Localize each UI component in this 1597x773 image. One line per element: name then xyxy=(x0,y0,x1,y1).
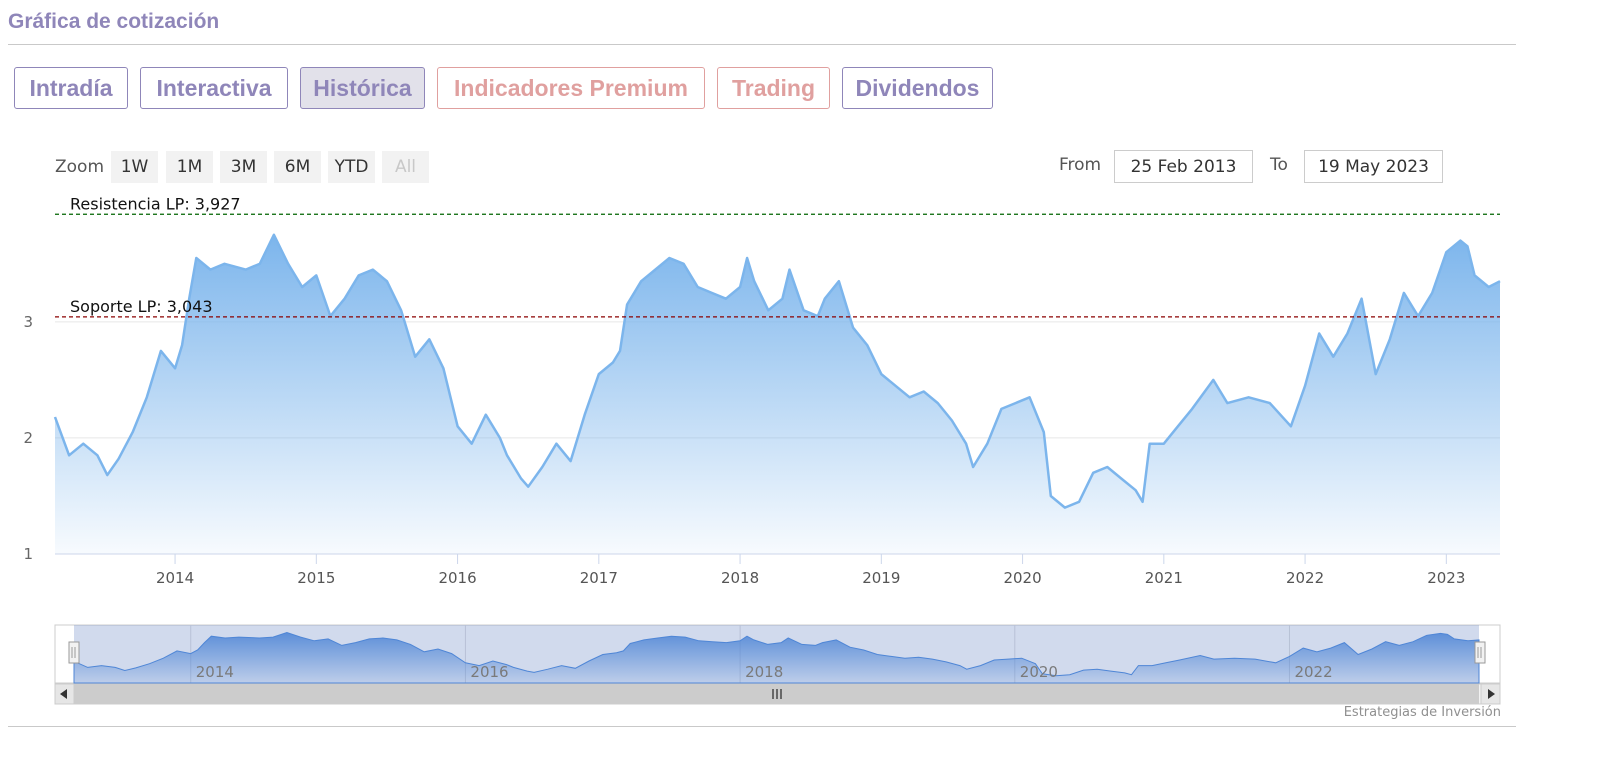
chart-credits[interactable]: Estrategias de Inversión xyxy=(1343,705,1501,720)
x-axis-ticks: 2014 2015 2016 2017 2018 2019 2020 2021 2022 2023 xyxy=(156,554,1465,587)
x-tick-label: 2018 xyxy=(721,569,759,587)
zoom-1m-button[interactable]: 1M xyxy=(166,151,213,183)
tab-interactiva[interactable]: Interactiva xyxy=(140,67,288,109)
zoom-6m-button[interactable]: 6M xyxy=(274,151,321,183)
range-from-input[interactable]: 25 Feb 2013 xyxy=(1114,150,1253,183)
x-tick-label: 2019 xyxy=(862,569,900,587)
navigator[interactable]: 2014 2016 2018 2020 2022 xyxy=(54,624,1501,684)
arrow-left-icon xyxy=(60,689,67,699)
x-tick-label: 2017 xyxy=(580,569,618,587)
navigator-tick-label: 2014 xyxy=(196,663,234,681)
zoom-all-button: All xyxy=(382,151,429,183)
tab-historica[interactable]: Histórica xyxy=(300,67,425,109)
tab-trading[interactable]: Trading xyxy=(717,67,830,109)
navigator-tick-label: 2016 xyxy=(470,663,508,681)
zoom-ytd-button[interactable]: YTD xyxy=(328,151,375,183)
navigator-tick-label: 2020 xyxy=(1020,663,1058,681)
x-tick-label: 2022 xyxy=(1286,569,1324,587)
zoom-3m-button[interactable]: 3M xyxy=(220,151,267,183)
x-tick-label: 2016 xyxy=(438,569,476,587)
scrollbar[interactable] xyxy=(54,683,1501,705)
navigator-right-handle[interactable] xyxy=(1474,641,1486,664)
navigator-series-area xyxy=(73,631,1480,684)
series-area xyxy=(55,234,1500,555)
y-tick-label: 2 xyxy=(23,429,33,447)
x-tick-label: 2020 xyxy=(1003,569,1041,587)
support-line-label: Soporte LP: 3,043 xyxy=(70,297,213,316)
zoom-label: Zoom xyxy=(55,157,105,177)
navigator-tick-label: 2022 xyxy=(1294,663,1332,681)
y-tick-label: 3 xyxy=(23,313,33,331)
tab-intradia[interactable]: Intradía xyxy=(14,67,128,109)
navigator-labels: 2014 2016 2018 2020 2022 xyxy=(196,663,1333,681)
arrow-right-icon xyxy=(1488,689,1495,699)
navigator-left-handle[interactable] xyxy=(68,641,80,664)
zoom-1w-button[interactable]: 1W xyxy=(111,151,158,183)
range-to-input[interactable]: 19 May 2023 xyxy=(1304,150,1443,183)
scrollbar-grip-icon xyxy=(772,689,782,699)
resistance-line-label: Resistencia LP: 3,927 xyxy=(70,194,241,213)
x-tick-label: 2015 xyxy=(297,569,335,587)
y-tick-label: 1 xyxy=(23,545,33,563)
page-title: Gráfica de cotización xyxy=(8,10,220,33)
tab-indicadores-premium[interactable]: Indicadores Premium xyxy=(437,67,705,109)
range-to-label: To xyxy=(1270,155,1288,175)
plot-lines: Resistencia LP: 3,927 Soporte LP: 3,043 xyxy=(55,194,1500,318)
x-tick-label: 2014 xyxy=(156,569,194,587)
x-tick-label: 2023 xyxy=(1427,569,1465,587)
navigator-tick-label: 2018 xyxy=(745,663,783,681)
y-axis-labels: 1 2 3 xyxy=(23,313,33,563)
bottom-divider xyxy=(8,726,1516,727)
tab-dividendos[interactable]: Dividendos xyxy=(842,67,993,109)
range-from-label: From xyxy=(1059,155,1102,175)
title-divider xyxy=(8,44,1516,45)
x-tick-label: 2021 xyxy=(1145,569,1183,587)
series-line xyxy=(53,233,1501,509)
